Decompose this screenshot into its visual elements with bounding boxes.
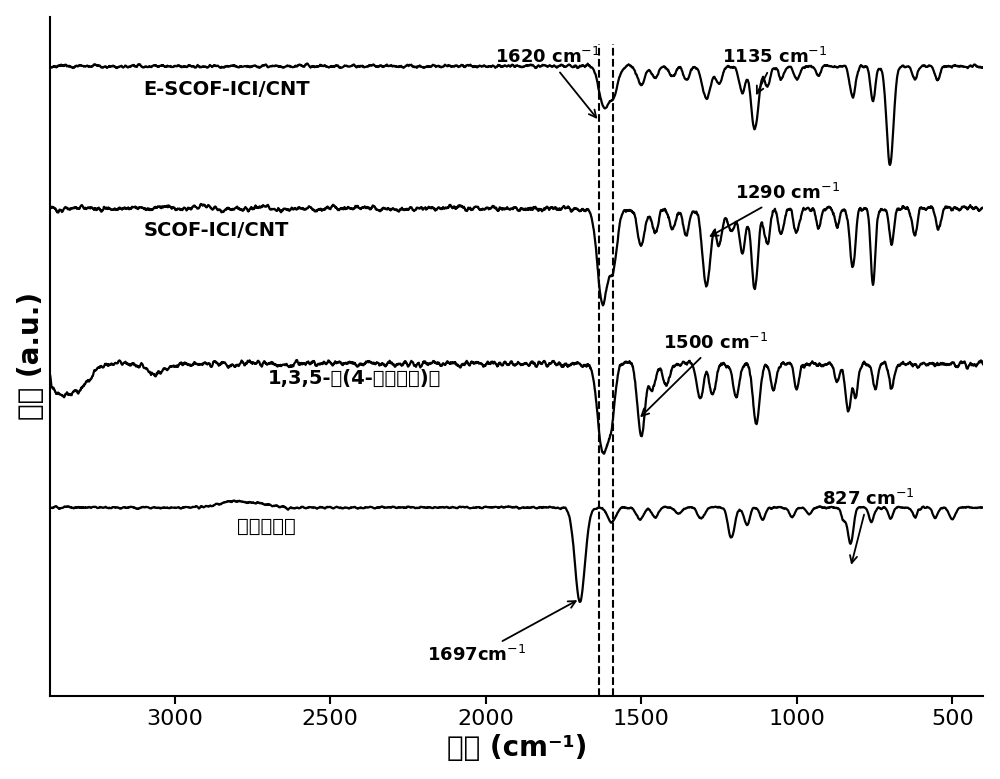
Text: E-SCOF-ICI/CNT: E-SCOF-ICI/CNT: [144, 80, 310, 100]
Text: SCOF-ICI/CNT: SCOF-ICI/CNT: [144, 221, 289, 240]
Text: 1620 cm$^{-1}$: 1620 cm$^{-1}$: [495, 48, 601, 118]
Text: 1135 cm$^{-1}$: 1135 cm$^{-1}$: [722, 48, 828, 93]
Text: 1,3,5-三(4-氨基苯基)苯: 1,3,5-三(4-氨基苯基)苯: [268, 369, 441, 388]
Text: 827 cm$^{-1}$: 827 cm$^{-1}$: [822, 489, 914, 563]
X-axis label: 波长 (cm⁻¹): 波长 (cm⁻¹): [447, 735, 587, 763]
Text: 1290 cm$^{-1}$: 1290 cm$^{-1}$: [711, 183, 839, 236]
Text: 对苯二甲醛: 对苯二甲醛: [237, 517, 296, 537]
Text: 1697cm$^{-1}$: 1697cm$^{-1}$: [427, 601, 576, 665]
Text: 1500 cm$^{-1}$: 1500 cm$^{-1}$: [642, 333, 768, 416]
Y-axis label: 强度 (a.u.): 强度 (a.u.): [17, 292, 45, 420]
